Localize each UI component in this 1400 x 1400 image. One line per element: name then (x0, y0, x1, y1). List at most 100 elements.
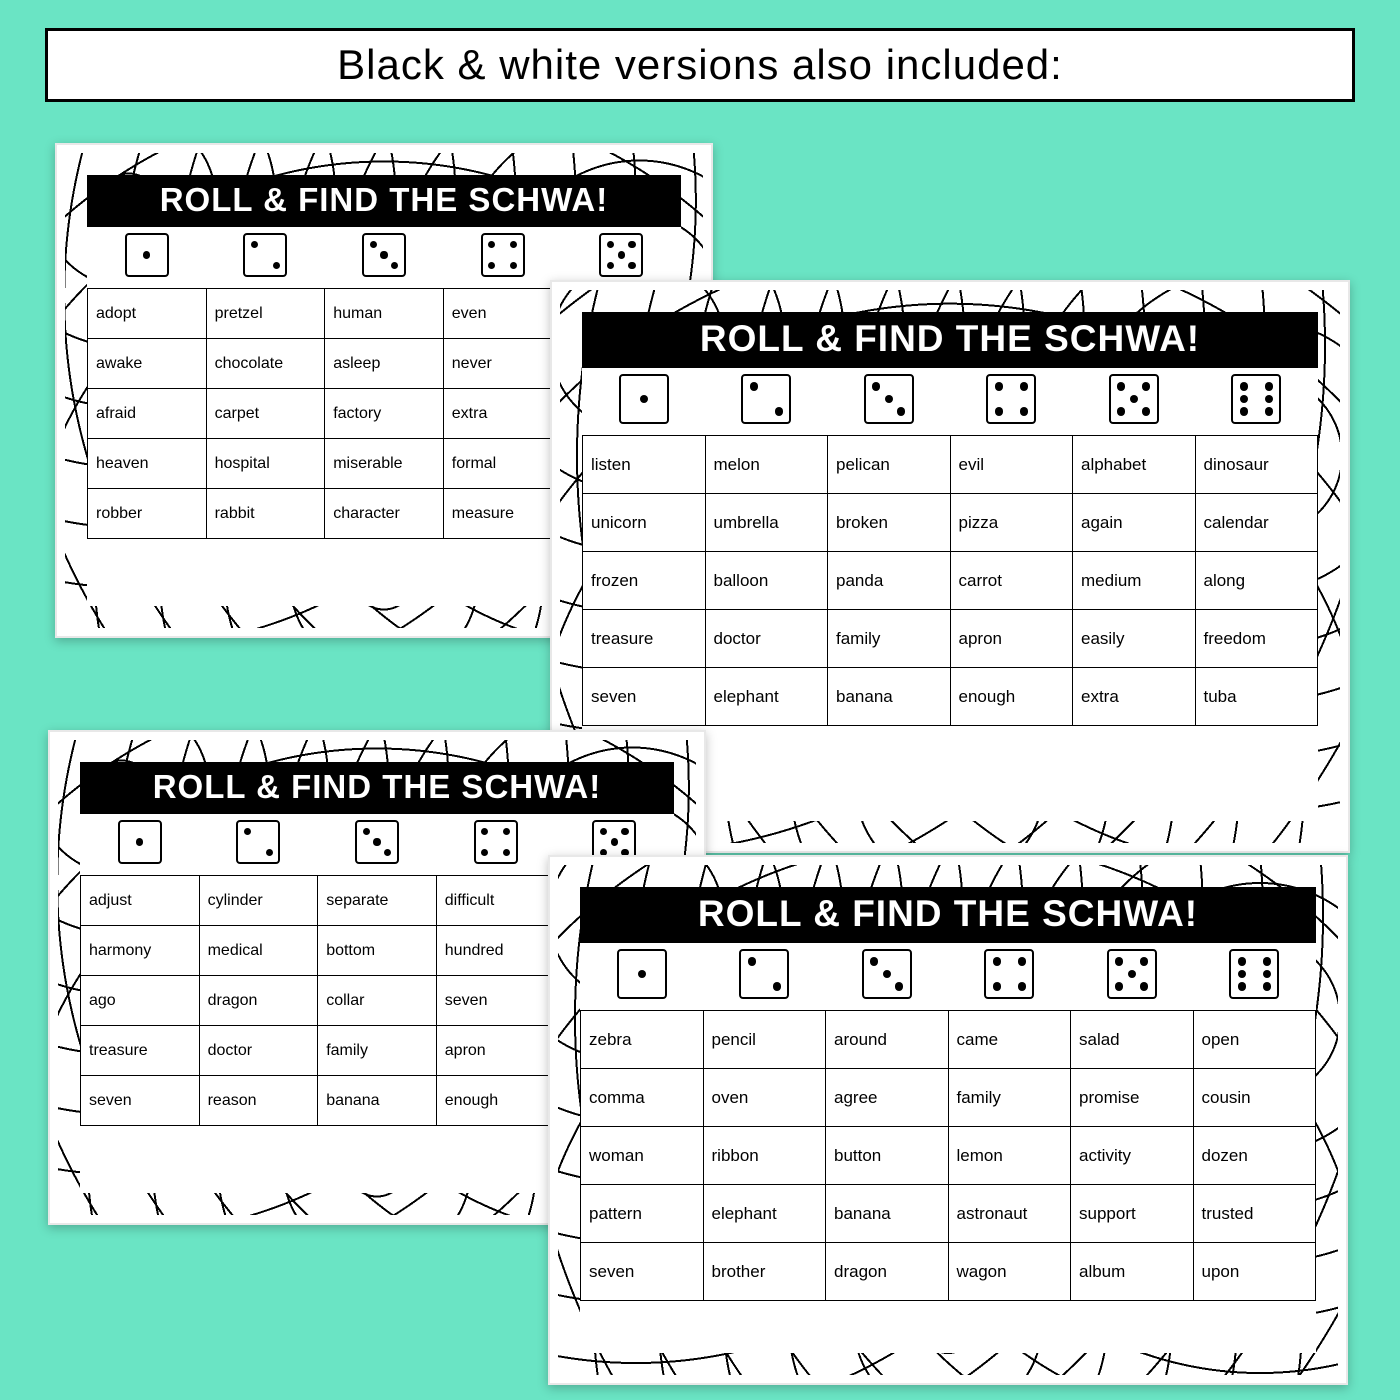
word-cell: banana (826, 1185, 949, 1243)
dice-cell (826, 943, 949, 1011)
word: dinosaur (1204, 455, 1269, 474)
word-cell: measure (443, 489, 562, 539)
word: carrot (959, 571, 1002, 590)
word-cell: cylinder (199, 876, 318, 926)
word: ribbon (712, 1146, 759, 1165)
word-cell: apron (436, 1026, 555, 1076)
word-cell: dinosaur (1195, 436, 1318, 494)
word-cell: elephant (705, 668, 828, 726)
dice-2-icon (243, 233, 287, 277)
word-cell: comma (581, 1069, 704, 1127)
word: open (1202, 1030, 1240, 1049)
dice-2-icon (236, 820, 280, 864)
word-cell: afraid (88, 389, 207, 439)
worksheet-card-4: ROLL & FIND THE SCHWA!zebrapencilaroundc… (548, 855, 1348, 1385)
word-cell: factory (325, 389, 444, 439)
word-cell: brother (703, 1243, 826, 1301)
word-row: unicornumbrellabrokenpizzaagaincalendar (583, 494, 1318, 552)
dice-cell (325, 227, 444, 289)
dice-cell (950, 368, 1073, 436)
word: banana (836, 687, 893, 706)
word: miserable (333, 455, 402, 472)
word: pelican (836, 455, 890, 474)
dice-cell (828, 368, 951, 436)
dice-cell (581, 943, 704, 1011)
dice-cell (1195, 368, 1318, 436)
word: seven (445, 992, 488, 1009)
word: ago (89, 992, 116, 1009)
word-cell: never (443, 339, 562, 389)
dice-6-icon (1231, 374, 1281, 424)
word-cell: promise (1071, 1069, 1194, 1127)
word: harmony (89, 942, 151, 959)
word: treasure (591, 629, 653, 648)
word-cell: harmony (81, 926, 200, 976)
word-cell: chocolate (206, 339, 325, 389)
dice-row (583, 368, 1318, 436)
word: family (326, 1042, 368, 1059)
word-cell: seven (436, 976, 555, 1026)
word: pencil (712, 1030, 756, 1049)
dice-4-icon (986, 374, 1036, 424)
word-cell: seven (583, 668, 706, 726)
word-cell: pelican (828, 436, 951, 494)
word: collar (326, 992, 364, 1009)
word-cell: bottom (318, 926, 437, 976)
card-title: ROLL & FIND THE SCHWA! (87, 175, 681, 227)
word-cell: apron (950, 610, 1073, 668)
word: came (957, 1030, 999, 1049)
dice-cell (1071, 943, 1194, 1011)
word: promise (1079, 1088, 1139, 1107)
word-cell: miserable (325, 439, 444, 489)
word-cell: robber (88, 489, 207, 539)
word-cell: calendar (1195, 494, 1318, 552)
word-cell: evil (950, 436, 1073, 494)
word: button (834, 1146, 881, 1165)
dice-1-icon (118, 820, 162, 864)
word: along (1204, 571, 1246, 590)
word-cell: balloon (705, 552, 828, 610)
word: enough (959, 687, 1016, 706)
dice-cell (318, 814, 437, 876)
dice-2-icon (739, 949, 789, 999)
word: seven (591, 687, 636, 706)
word: hospital (215, 455, 270, 472)
word-cell: pizza (950, 494, 1073, 552)
word-cell: pretzel (206, 289, 325, 339)
word: extra (1081, 687, 1119, 706)
card-title: ROLL & FIND THE SCHWA! (580, 887, 1316, 943)
word: calendar (1204, 513, 1269, 532)
word-cell: zebra (581, 1011, 704, 1069)
word-cell: pattern (581, 1185, 704, 1243)
word-cell: heaven (88, 439, 207, 489)
word-cell: wagon (948, 1243, 1071, 1301)
word: evil (959, 455, 985, 474)
dice-2-icon (741, 374, 791, 424)
word: broken (836, 513, 888, 532)
word-cell: extra (443, 389, 562, 439)
word: upon (1202, 1262, 1240, 1281)
word: salad (1079, 1030, 1120, 1049)
word: easily (1081, 629, 1124, 648)
word-cell: dragon (199, 976, 318, 1026)
dice-3-icon (864, 374, 914, 424)
word-cell: extra (1073, 668, 1196, 726)
dice-cell (88, 227, 207, 289)
word: alphabet (1081, 455, 1146, 474)
word: oven (712, 1088, 749, 1107)
word: formal (452, 455, 496, 472)
dice-3-icon (362, 233, 406, 277)
word-row: sevenelephantbananaenoughextratuba (583, 668, 1318, 726)
word: listen (591, 455, 631, 474)
word-cell: trusted (1193, 1185, 1316, 1243)
word-cell: freedom (1195, 610, 1318, 668)
word: factory (333, 405, 381, 422)
word: freedom (1204, 629, 1266, 648)
dice-cell (703, 943, 826, 1011)
dice-cell (1193, 943, 1316, 1011)
word-cell: formal (443, 439, 562, 489)
word: medium (1081, 571, 1141, 590)
word: apron (959, 629, 1002, 648)
word-cell: listen (583, 436, 706, 494)
word: difficult (445, 892, 495, 909)
